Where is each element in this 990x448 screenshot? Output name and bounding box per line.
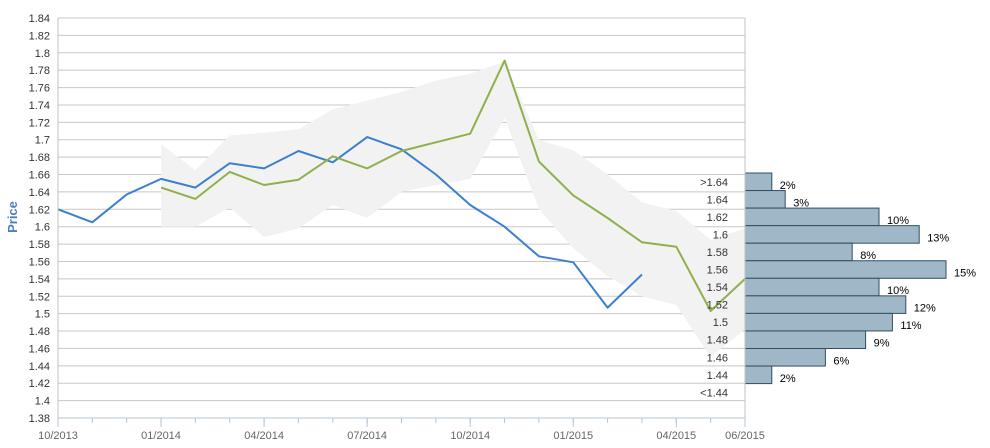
y-tick-label: 1.38	[29, 413, 50, 425]
histogram-value-label: 9%	[874, 338, 890, 350]
histogram-bar	[744, 207, 880, 227]
histogram-bar	[744, 260, 947, 279]
y-tick-label: 1.74	[29, 100, 50, 112]
series-lines	[57, 59, 746, 312]
x-tick-label: 04/2014	[244, 430, 284, 442]
y-tick-label: 1.84	[29, 13, 50, 25]
x-tick-label: 01/2015	[553, 430, 593, 442]
y-tick-label: 1.7	[35, 135, 50, 147]
y-axis-label: Price	[5, 201, 20, 233]
histogram-bar	[744, 312, 893, 332]
histogram-value-label: 15%	[954, 268, 976, 280]
forecast-band	[161, 61, 746, 358]
histogram-category-label: 1.44	[707, 370, 728, 382]
series-line-2	[160, 59, 746, 312]
distribution-histogram: >1.64 2% 1.64 3% 1.62 10% 1.6 13% 1.58 8% 1.56 15% 1…	[700, 172, 976, 399]
histogram-value-label: 11%	[900, 320, 921, 332]
y-tick-label: 1.62	[29, 204, 50, 216]
histogram-value-label: 6%	[833, 355, 849, 367]
histogram-value-label: 13%	[927, 232, 949, 244]
x-tick-label: 10/2013	[38, 430, 78, 442]
histogram-category-label: 1.58	[707, 247, 728, 259]
histogram-category-label: 1.62	[707, 212, 728, 224]
histogram-value-label: 12%	[914, 303, 936, 315]
y-tick-label: 1.46	[29, 343, 50, 355]
histogram-category-label: 1.64	[707, 194, 728, 206]
y-tick-label: 1.66	[29, 170, 50, 182]
histogram-category-label: 1.48	[707, 335, 728, 347]
histogram-bar	[744, 277, 880, 297]
y-tick-label: 1.68	[29, 152, 50, 164]
x-tick-label: 07/2014	[347, 430, 387, 442]
axes: 1.38 1.4 1.42 1.44 1.46 1.48 1.5 1.52 1.54 1.56 1.…	[29, 13, 765, 442]
histogram-category-label: 1.56	[707, 265, 728, 277]
histogram-value-label: 2%	[780, 373, 796, 385]
y-tick-label: 1.54	[29, 274, 50, 286]
y-tick-label: 1.64	[29, 187, 50, 199]
histogram-category-label: 1.6	[713, 229, 728, 241]
histogram-category-label: <1.44	[700, 387, 728, 399]
x-tick-label: 10/2014	[450, 430, 490, 442]
histogram-value-label: 10%	[887, 285, 909, 297]
histogram-bar	[744, 225, 920, 244]
y-tick-label: 1.42	[29, 378, 50, 390]
y-tick-label: 1.78	[29, 65, 50, 77]
histogram-bar	[744, 365, 773, 385]
histogram-bar	[744, 348, 826, 367]
y-tick-label: 1.8	[35, 48, 50, 60]
histogram-category-label: 1.54	[707, 282, 728, 294]
y-tick-label: 1.52	[29, 291, 50, 303]
series-line-1	[57, 136, 643, 309]
x-tick-label: 04/2015	[656, 430, 696, 442]
y-tick-label: 1.6	[35, 222, 50, 234]
band-area	[161, 61, 746, 358]
y-tick-label: 1.58	[29, 239, 50, 251]
x-tick-label: 01/2014	[141, 430, 181, 442]
histogram-value-label: 3%	[793, 197, 809, 209]
histogram-category-label: 1.52	[707, 300, 728, 312]
histogram-value-label: 8%	[860, 250, 876, 262]
y-tick-label: 1.5	[35, 309, 50, 321]
y-tick-label: 1.48	[29, 326, 50, 338]
histogram-bar	[744, 190, 786, 209]
histogram-bar	[744, 295, 907, 314]
x-tick-label: 06/2015	[725, 430, 765, 442]
y-tick-label: 1.56	[29, 256, 50, 268]
histogram-value-label: 10%	[887, 215, 909, 227]
histogram-bar	[744, 172, 773, 192]
y-tick-label: 1.44	[29, 361, 50, 373]
histogram-bar	[744, 242, 853, 262]
histogram-category-label: 1.46	[707, 352, 728, 364]
y-tick-label: 1.72	[29, 117, 50, 129]
y-tick-label: 1.82	[29, 30, 50, 42]
histogram-bar	[744, 330, 867, 350]
histogram-category-label: >1.64	[700, 177, 728, 189]
histogram-category-label: 1.5	[713, 317, 728, 329]
y-tick-label: 1.76	[29, 83, 50, 95]
histogram-value-label: 2%	[780, 180, 796, 192]
y-tick-label: 1.4	[35, 396, 50, 408]
